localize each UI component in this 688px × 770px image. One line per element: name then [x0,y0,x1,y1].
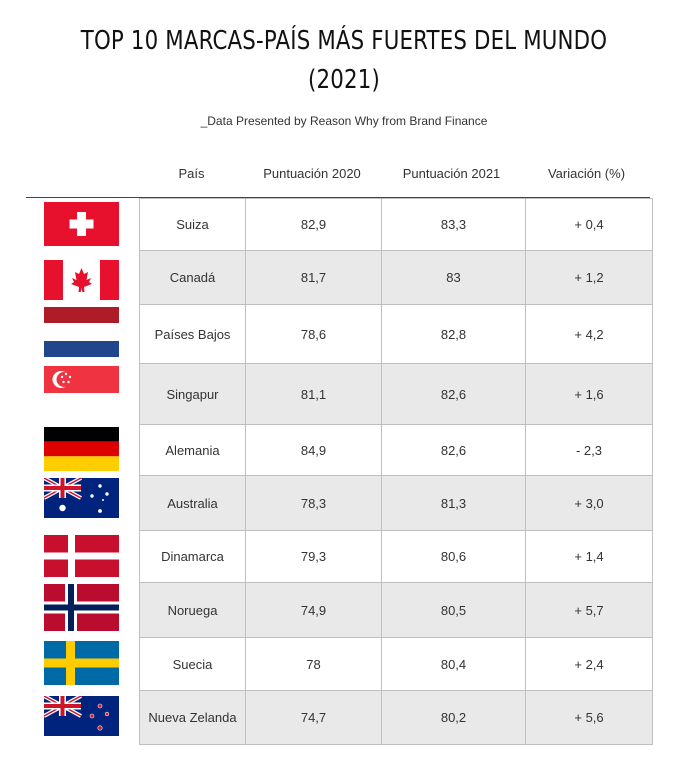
table-row: Suecia 78 80,4 + 2,4 [139,637,653,691]
germany-flag [44,427,119,471]
ranking-table: Suiza 82,9 83,3 + 0,4 Canadá 81,7 83 + 1,2 Paíse… [139,198,653,745]
new-zealand-flag [44,696,119,736]
cell-puntuacion-2021: 80,5 [381,582,526,638]
table-row: Países Bajos 78,6 82,8 + 4,2 [139,304,653,364]
table-row: Nueva Zelanda 74,7 80,2 + 5,6 [139,690,653,745]
table-row: Dinamarca 79,3 80,6 + 1,4 [139,530,653,583]
table-row: Australia 78,3 81,3 + 3,0 [139,475,653,531]
cell-puntuacion-2020: 81,7 [245,250,382,305]
header-puntuacion-2021: Puntuación 2021 [402,166,501,181]
table-row: Singapur 81,1 82,6 + 1,6 [139,363,653,425]
sweden-flag [44,641,119,685]
cell-variacion: + 1,2 [525,250,653,305]
cell-variacion: + 4,2 [525,304,653,364]
cell-pais: Alemania [139,424,246,476]
cell-puntuacion-2021: 81,3 [381,475,526,531]
cell-puntuacion-2021: 80,2 [381,690,526,745]
canada-flag [44,260,119,300]
cell-variacion: + 2,4 [525,637,653,691]
cell-pais: Canadá [139,250,246,305]
cell-pais: Suecia [139,637,246,691]
singapore-flag [44,366,119,420]
cell-puntuacion-2020: 78,6 [245,304,382,364]
table-row: Suiza 82,9 83,3 + 0,4 [139,198,653,251]
cell-pais: Noruega [139,582,246,638]
cell-puntuacion-2020: 84,9 [245,424,382,476]
norway-flag [44,584,119,631]
cell-puntuacion-2020: 78,3 [245,475,382,531]
cell-pais: Dinamarca [139,530,246,583]
switzerland-flag [44,202,119,246]
table-row: Canadá 81,7 83 + 1,2 [139,250,653,305]
cell-variacion: + 3,0 [525,475,653,531]
cell-pais: Singapur [139,363,246,425]
cell-puntuacion-2021: 82,6 [381,363,526,425]
cell-variacion: + 0,4 [525,198,653,251]
title-line-1: TOP 10 MARCAS-PAÍS MÁS FUERTES DEL MUNDO [80,26,608,56]
cell-puntuacion-2021: 83,3 [381,198,526,251]
cell-pais: Nueva Zelanda [139,690,246,745]
header-variacion: Variación (%) [547,166,626,181]
header-puntuacion-2020: Puntuación 2020 [263,166,361,181]
cell-puntuacion-2020: 74,9 [245,582,382,638]
cell-puntuacion-2020: 81,1 [245,363,382,425]
cell-puntuacion-2020: 79,3 [245,530,382,583]
cell-puntuacion-2020: 82,9 [245,198,382,251]
header-pais: País [178,166,205,181]
cell-puntuacion-2020: 78 [245,637,382,691]
header-divider [26,197,650,198]
cell-pais: Australia [139,475,246,531]
cell-puntuacion-2021: 80,6 [381,530,526,583]
cell-puntuacion-2021: 82,8 [381,304,526,364]
cell-puntuacion-2021: 82,6 [381,424,526,476]
denmark-flag [44,535,119,577]
cell-puntuacion-2020: 74,7 [245,690,382,745]
table-row: Alemania 84,9 82,6- 2,3 [139,424,653,476]
page-title: TOP 10 MARCAS-PAÍS MÁS FUERTES DEL MUNDO… [62,22,626,100]
title-line-2: (2021) [308,65,380,95]
cell-pais: Suiza [139,198,246,251]
cell-variacion: + 5,7 [525,582,653,638]
australia-flag [44,478,119,518]
cell-variacion: + 1,4 [525,530,653,583]
cell-variacion: + 1,6 [525,363,653,425]
cell-variacion: + 5,6 [525,690,653,745]
cell-puntuacion-2021: 83 [381,250,526,305]
cell-puntuacion-2021: 80,4 [381,637,526,691]
cell-pais: Países Bajos [139,304,246,364]
cell-variacion: - 2,3 [525,424,653,476]
table-row: Noruega 74,9 80,5 + 5,7 [139,582,653,638]
netherlands-flag [44,307,119,357]
subtitle: _Data Presented by Reason Why from Brand… [200,114,488,128]
